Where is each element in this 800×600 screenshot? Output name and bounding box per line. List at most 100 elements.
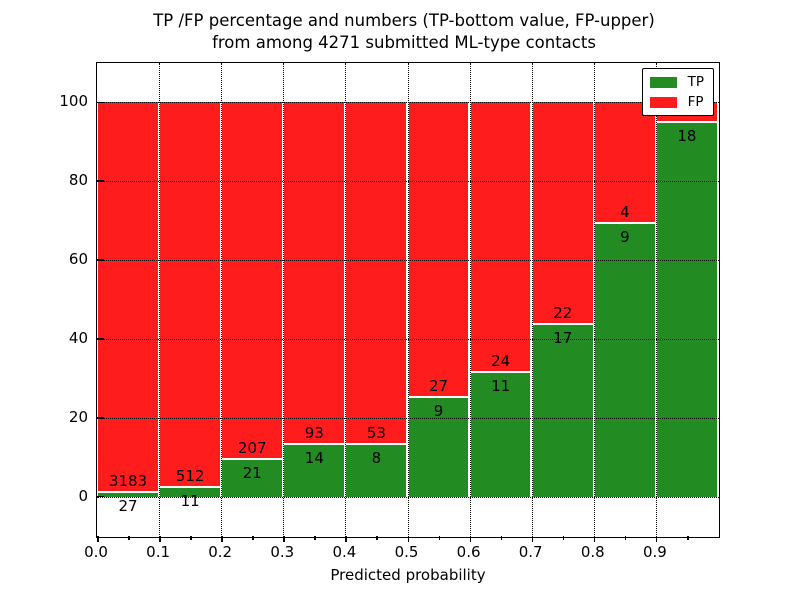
- chart-title-line2: from among 4271 submitted ML-type contac…: [212, 33, 596, 52]
- fp-count-label: 93: [304, 424, 324, 443]
- bar-segment-tp: [594, 223, 655, 497]
- fp-count-label: 22: [553, 303, 573, 322]
- x-tick-label: 0.7: [518, 543, 543, 561]
- x-tick-label: 0.4: [332, 543, 357, 561]
- x-minor-tick: [438, 536, 441, 540]
- tp-count-label: 9: [433, 402, 444, 421]
- tp-count-label: 14: [304, 449, 324, 468]
- x-tick: [97, 536, 99, 542]
- tp-count-label: 17: [553, 328, 573, 347]
- bar-segment-fp: [346, 102, 407, 445]
- y-tick-label: 60: [68, 250, 88, 269]
- bar-segment-fp: [408, 102, 469, 399]
- bar-segment-fp: [222, 102, 283, 461]
- x-tick: [407, 536, 410, 542]
- tp-count-label: 8: [371, 448, 382, 467]
- bar-segment-tp: [222, 460, 283, 497]
- y-tick: [97, 495, 104, 498]
- x-tick-label: 0.0: [84, 543, 108, 561]
- x-tick-label: 0.1: [146, 543, 171, 561]
- v-gridline: [159, 63, 161, 537]
- bar-segment-tp: [532, 324, 593, 497]
- bar-segment-tp: [470, 372, 531, 497]
- v-gridline: [531, 63, 533, 537]
- x-minor-tick: [686, 536, 689, 540]
- x-minor-tick: [314, 536, 316, 540]
- y-tick: [97, 180, 104, 183]
- bar-segment-tp: [408, 398, 469, 497]
- x-tick-label: 0.2: [208, 543, 233, 561]
- tp-count-label: 21: [242, 464, 262, 483]
- legend-label: TP: [687, 74, 704, 90]
- legend: TP FP: [641, 68, 714, 116]
- bar-segment-fp: [284, 102, 345, 445]
- x-tick-label: 0.5: [394, 543, 419, 561]
- x-axis-label: Predicted probability: [330, 566, 486, 584]
- chart-title-line1: TP /FP percentage and numbers (TP-bottom…: [153, 11, 655, 30]
- fp-count-label: 207: [237, 439, 267, 458]
- bar-segment-fp: [594, 102, 655, 224]
- bar-segment-fp: [160, 102, 220, 489]
- v-gridline: [593, 63, 595, 537]
- v-gridline: [469, 63, 471, 537]
- x-tick: [283, 536, 285, 542]
- y-tick-label: 40: [68, 328, 88, 347]
- y-tick-label: 80: [68, 171, 88, 190]
- x-tick: [593, 536, 596, 542]
- x-minor-tick: [500, 536, 503, 540]
- bar-column: [346, 102, 407, 497]
- v-gridline: [407, 63, 409, 537]
- x-tick-label: 0.6: [456, 543, 481, 561]
- bar-column: [408, 102, 469, 497]
- bar-column: [284, 102, 345, 497]
- bar-column: [594, 102, 655, 497]
- bar-segment-tp: [656, 123, 717, 497]
- fp-count-label: 3183: [108, 472, 148, 491]
- y-tick: [97, 338, 104, 340]
- y-tick: [97, 259, 104, 261]
- x-tick: [221, 536, 223, 542]
- legend-swatch-tp: [649, 76, 677, 88]
- bar-segment-tp: [346, 444, 407, 497]
- x-minor-tick: [376, 536, 379, 540]
- x-minor-tick: [190, 536, 192, 540]
- x-minor-tick: [252, 536, 254, 540]
- x-tick: [531, 536, 534, 542]
- tp-count-label: 9: [620, 227, 630, 246]
- tp-count-label: 11: [491, 376, 511, 395]
- bar-column: [98, 102, 158, 497]
- y-tick: [97, 416, 104, 419]
- tp-count-label: 18: [677, 127, 697, 146]
- y-tick-label: 0: [78, 486, 88, 505]
- bar-segment-fp: [532, 102, 593, 325]
- fp-count-label: 512: [175, 467, 205, 486]
- fp-count-label: 53: [366, 423, 386, 442]
- v-gridline: [655, 63, 657, 537]
- x-tick: [469, 536, 472, 542]
- bar-column: [470, 102, 531, 497]
- x-tick-label: 0.8: [580, 543, 605, 561]
- chart-title: TP /FP percentage and numbers (TP-bottom…: [0, 10, 800, 54]
- tp-count-label: 27: [118, 497, 138, 516]
- bar-column: [222, 102, 283, 497]
- plot-inner: 3183 27 512 11 207 21 93 14 53 8 27 9 24 11 22 17 4 9 18: [97, 63, 719, 542]
- tp-count-label: 11: [180, 492, 200, 511]
- bar-segment-tp: [160, 488, 220, 497]
- v-gridline: [221, 63, 223, 537]
- legend-swatch-fp: [649, 96, 677, 108]
- x-tick-label: 0.9: [642, 543, 667, 561]
- y-tick-label: 100: [59, 92, 88, 111]
- x-tick: [159, 536, 161, 542]
- legend-label: FP: [687, 94, 704, 110]
- legend-item-fp: FP: [649, 94, 704, 110]
- y-tick-label: 20: [68, 407, 88, 426]
- x-tick: [345, 536, 347, 542]
- bar-segment-fp: [98, 102, 158, 494]
- legend-item-tp: TP: [649, 74, 704, 90]
- fp-count-label: 4: [620, 202, 630, 221]
- bar-segment-fp: [470, 102, 531, 373]
- fp-count-label: 24: [491, 351, 511, 370]
- bar-segment-tp: [284, 445, 345, 497]
- y-tick: [97, 101, 104, 104]
